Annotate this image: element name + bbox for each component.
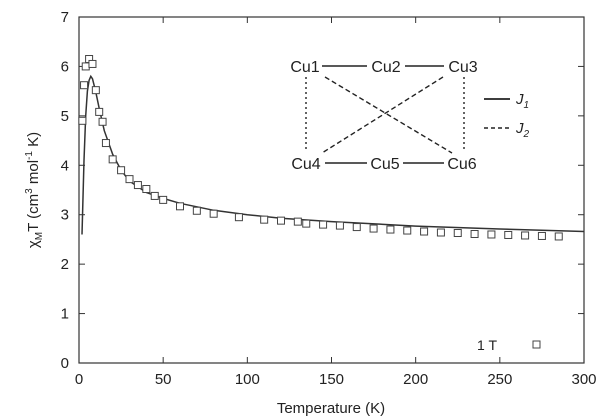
data-point — [554, 232, 563, 241]
x-tick-label: 0 — [75, 371, 83, 388]
x-axis-label: Temperature (K) — [277, 400, 385, 416]
data-point — [159, 195, 168, 204]
data-point — [504, 230, 513, 239]
key-j2-symbol: J — [515, 120, 524, 137]
y-tick-label: 2 — [61, 256, 69, 273]
data-point — [78, 116, 87, 125]
y-tick-label: 4 — [61, 157, 69, 174]
data-point — [117, 166, 126, 175]
x-tick-label: 150 — [319, 371, 344, 388]
y-tick-label: 0 — [61, 355, 69, 372]
data-point — [176, 202, 184, 211]
y-tick-label: 6 — [61, 58, 69, 75]
data-point — [101, 139, 110, 148]
data-point — [91, 86, 100, 95]
node-cu4: Cu4 — [291, 156, 320, 173]
key-j1-label: J1 — [515, 91, 529, 111]
legend-label-1t: 1 T — [477, 337, 497, 353]
node-cu6: Cu6 — [447, 156, 476, 173]
node-cu5: Cu5 — [370, 156, 399, 173]
data-point — [521, 231, 530, 240]
j2-bond-cu1-cu6 — [324, 76, 453, 154]
data-point — [192, 206, 201, 215]
data-point — [95, 107, 104, 116]
y-axis-chi-sub: M — [34, 232, 45, 240]
data-point — [335, 221, 344, 230]
data-point — [319, 220, 328, 229]
data-point — [209, 209, 218, 218]
x-tick-label: 50 — [155, 371, 172, 388]
y-axis-chi: χ — [25, 240, 42, 248]
key-j1-subscript: 1 — [524, 100, 530, 111]
y-axis-label: χMT (cm3 mol-1 K) — [24, 132, 45, 248]
data-point — [108, 155, 117, 164]
data-point — [88, 59, 97, 68]
data-point — [453, 229, 462, 238]
axis-ticks: 0 50 100 150 200 250 300 0 1 2 3 4 5 6 7 — [61, 9, 597, 388]
data-point — [386, 225, 395, 234]
data-point — [260, 215, 269, 224]
data-point — [234, 213, 243, 222]
data-point — [98, 117, 107, 126]
key-j2-label: J2 — [515, 120, 530, 140]
data-markers — [78, 55, 563, 241]
x-tick-label: 100 — [235, 371, 260, 388]
y-tick-label: 3 — [61, 207, 69, 224]
data-point — [369, 224, 378, 233]
data-point — [436, 228, 445, 237]
x-tick-label: 200 — [403, 371, 428, 388]
y-axis-exp3: 3 — [24, 188, 35, 194]
node-cu3: Cu3 — [448, 59, 477, 76]
key-j1-symbol: J — [515, 91, 524, 108]
y-axis-exp-minus1: -1 — [24, 151, 35, 160]
y-tick-label: 1 — [61, 306, 69, 323]
data-point — [403, 226, 412, 235]
legend: 1 T — [477, 337, 541, 353]
exchange-diagram-inset: Cu1 Cu2 Cu3 Cu4 Cu5 Cu6 J1 J2 — [290, 59, 529, 173]
data-point — [302, 219, 311, 228]
data-point — [420, 227, 429, 236]
data-point — [150, 191, 159, 200]
data-point — [537, 231, 546, 240]
data-point — [487, 230, 496, 239]
data-point — [81, 62, 90, 71]
y-tick-label: 5 — [61, 108, 69, 125]
data-point — [293, 217, 302, 226]
x-tick-label: 250 — [487, 371, 512, 388]
data-point — [352, 223, 361, 232]
y-axis-units-mid: mol — [25, 160, 42, 188]
data-point — [125, 175, 134, 184]
data-point — [80, 81, 89, 90]
data-point — [142, 185, 151, 194]
x-tick-label: 300 — [571, 371, 596, 388]
data-point — [277, 216, 285, 225]
y-axis-t-units: T (cm — [25, 194, 42, 232]
node-cu2: Cu2 — [371, 59, 400, 76]
data-point — [470, 229, 479, 238]
y-tick-label: 7 — [61, 9, 69, 26]
key-j2-subscript: 2 — [523, 129, 530, 140]
y-axis-units-end: K) — [25, 132, 42, 151]
legend-marker-open-square — [532, 340, 541, 349]
data-point — [133, 181, 142, 190]
node-cu1: Cu1 — [290, 59, 319, 76]
